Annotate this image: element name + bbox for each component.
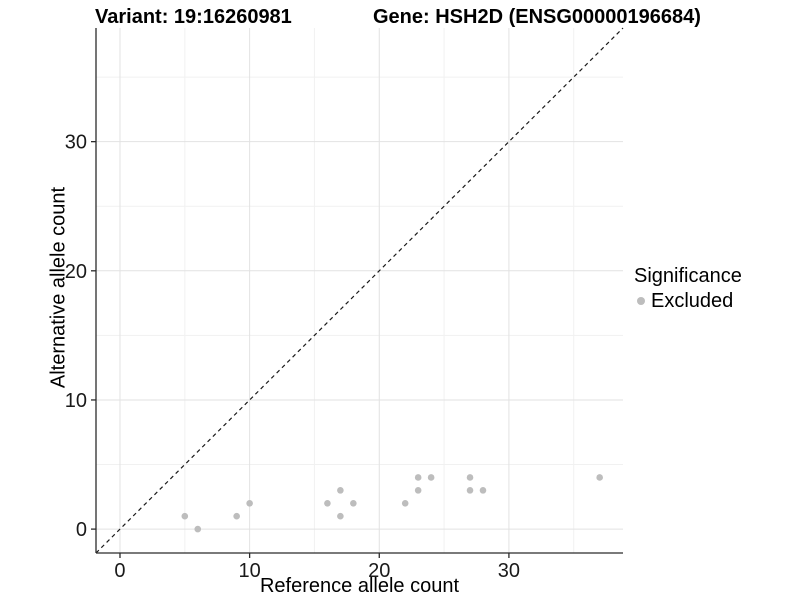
y-axis-title: Alternative allele count [47, 186, 70, 389]
identity-line [95, 27, 624, 554]
chart-title-gene: Gene: HSH2D (ENSG00000196684) [373, 6, 701, 28]
x-tick-label: 10 [239, 560, 261, 582]
legend-title: Significance [634, 265, 742, 287]
data-point [337, 487, 344, 494]
legend-key-dot-icon [637, 297, 645, 305]
data-point [337, 512, 344, 520]
x-tick-label: 30 [498, 560, 520, 582]
data-point [466, 474, 474, 481]
x-tick-label: 20 [368, 560, 390, 582]
data-point [596, 474, 603, 481]
y-tick-label: 0 [76, 519, 87, 541]
chart-title-variant: Variant: 19:16260981 [95, 6, 292, 28]
data-point [427, 474, 435, 481]
legend-item-label: Excluded [651, 290, 734, 312]
data-point [414, 474, 422, 481]
data-point [194, 525, 202, 533]
data-point [324, 499, 331, 507]
data-point [233, 512, 240, 520]
y-tick-label: 30 [65, 132, 87, 154]
data-point [466, 487, 474, 494]
x-tick-label: 0 [114, 560, 125, 582]
legend: Significance Excluded [634, 264, 742, 312]
data-point [350, 499, 357, 507]
data-point [414, 487, 422, 494]
y-tick-label: 10 [65, 390, 87, 412]
y-tick-label: 20 [65, 261, 87, 283]
legend-item-excluded: Excluded [634, 290, 742, 312]
x-axis-title: Reference allele count [259, 575, 459, 597]
data-point [181, 512, 189, 520]
data-point [479, 487, 487, 494]
data-point [401, 499, 409, 507]
data-point [246, 499, 253, 507]
